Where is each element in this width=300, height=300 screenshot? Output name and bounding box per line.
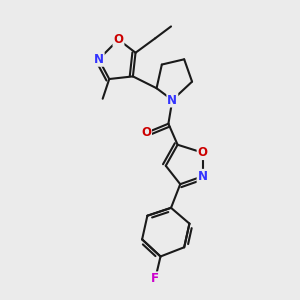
Text: O: O (113, 33, 124, 46)
Text: O: O (198, 146, 208, 159)
Text: N: N (167, 94, 177, 106)
Text: N: N (94, 53, 104, 66)
Text: O: O (141, 126, 151, 140)
Text: N: N (198, 170, 208, 183)
Text: F: F (151, 272, 159, 285)
